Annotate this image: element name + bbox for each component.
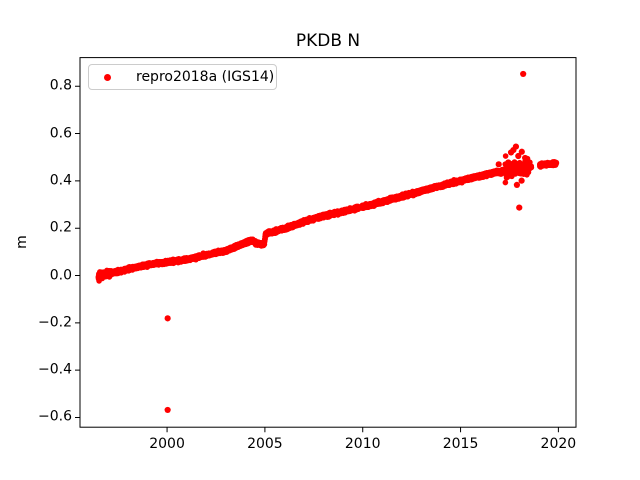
chart-title: PKDB N	[295, 31, 361, 51]
y-tick-label: 0.0	[49, 267, 72, 284]
x-tick-label: 2015	[442, 436, 479, 452]
x-tick-label: 2010	[344, 436, 381, 452]
y-tick-label: 0.6	[49, 125, 72, 142]
legend-label: repro2018a (IGS14)	[136, 69, 275, 85]
y-axis-label: m	[14, 235, 30, 249]
x-tick-label: 2000	[149, 436, 185, 452]
y-tick-label: 0.8	[49, 77, 72, 94]
y-tick-label: −0.2	[38, 314, 72, 331]
x-tick-label: 2005	[247, 436, 283, 452]
x-tick-label: 2020	[540, 436, 577, 452]
legend-marker-icon	[104, 73, 111, 81]
y-tick-label: −0.6	[38, 409, 72, 426]
y-tick-label: −0.4	[38, 361, 72, 378]
y-tick-label: 0.2	[49, 219, 72, 236]
legend: repro2018a (IGS14)	[88, 64, 277, 90]
y-tick-label: 0.4	[49, 172, 72, 189]
